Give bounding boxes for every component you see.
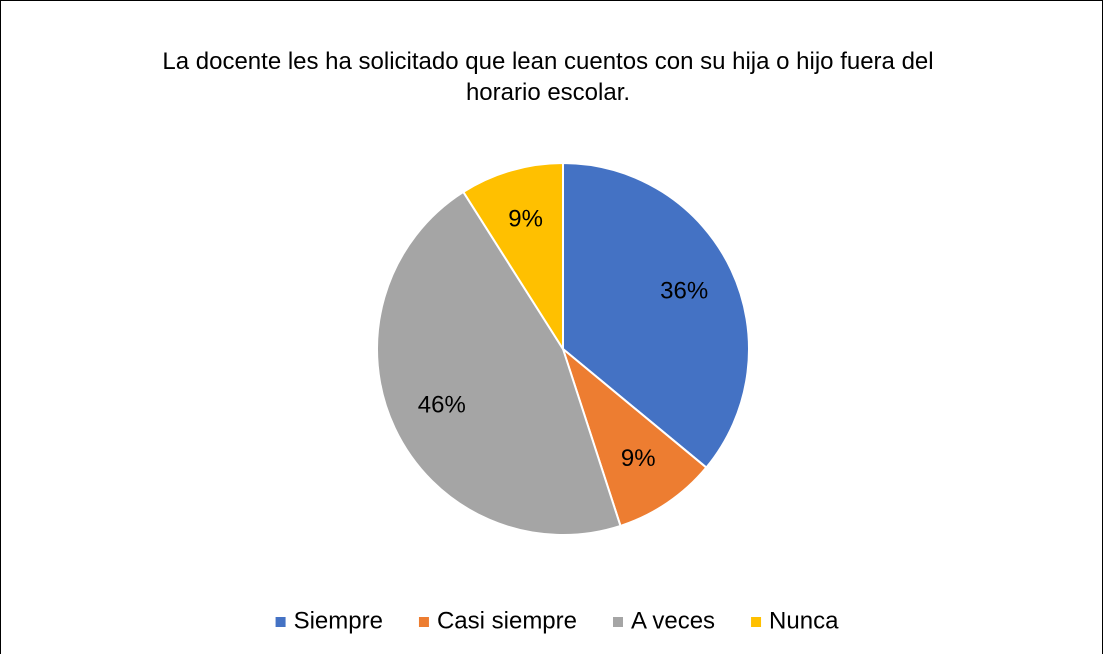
pie-slice: [560, 346, 708, 528]
data-label: 46%: [418, 391, 466, 418]
legend-marker: [613, 617, 623, 627]
pie-slice: [562, 161, 750, 469]
pie-slice: [461, 161, 564, 353]
legend-marker: [275, 617, 286, 627]
legend-label: Nunca: [769, 607, 839, 634]
data-label: 36%: [660, 277, 708, 304]
pie-slice: [376, 190, 622, 536]
data-label: 9%: [621, 445, 656, 472]
legend-label: A veces: [631, 607, 715, 634]
legend-label: Casi siempre: [437, 607, 577, 634]
data-label: 9%: [508, 206, 543, 233]
legend-marker: [418, 617, 429, 627]
legend-label: Siempre: [294, 607, 383, 634]
chart-title: La docente les ha solicitado que lean cu…: [162, 48, 934, 106]
legend-marker: [751, 617, 762, 627]
